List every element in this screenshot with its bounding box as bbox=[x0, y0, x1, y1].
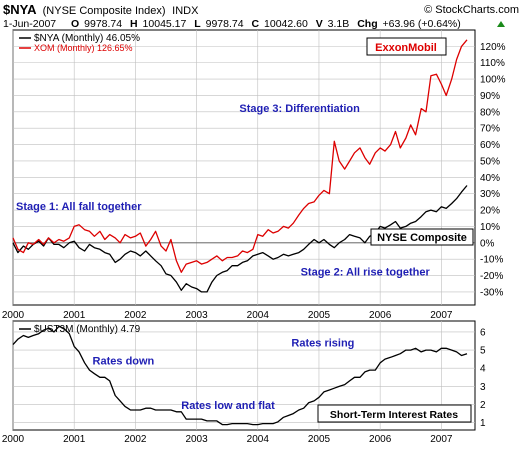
price-y-tick-label: 60% bbox=[480, 140, 500, 151]
quote-close-value: 10042.60 bbox=[264, 18, 308, 30]
price-y-tick-label: 80% bbox=[480, 107, 500, 118]
symbol: $NYA bbox=[3, 2, 37, 17]
price-panel-plot: -30% -20% -10% 0% 10% 20% 30% 40% 50% 60% 70% 80% 90… bbox=[2, 30, 506, 321]
quote-high-label: H bbox=[130, 18, 138, 30]
legend-ust3m: $UST3M (Monthly) 4.79 bbox=[34, 324, 141, 335]
rates-x-tick-label: 2001 bbox=[63, 434, 86, 445]
chart-header: $NYA (NYSE Composite Index) INDX © Stock… bbox=[3, 2, 519, 30]
rates-x-tick-label: 2004 bbox=[247, 434, 270, 445]
quote-volume-label: V bbox=[316, 18, 323, 30]
rates-panel-plot: 1 2 3 4 5 6 2000 2001 2002 2003 2004 2005 2006 2007 Ra… bbox=[2, 321, 486, 445]
rates-x-tick-label: 2007 bbox=[430, 434, 453, 445]
rates-annotation: Rates low and flat bbox=[181, 400, 275, 412]
svg-text:$NYA (NYSE Composite Ind: $NYA (NYSE Composite Index) INDX bbox=[3, 2, 199, 17]
short-term-rates-label: Short-Term Interest Rates bbox=[330, 409, 458, 421]
price-x-tick-label: 2003 bbox=[185, 310, 208, 321]
price-y-tick-label: -20% bbox=[480, 271, 503, 282]
rates-annotation: Rates down bbox=[93, 356, 155, 368]
price-x-tick-label: 2002 bbox=[124, 310, 147, 321]
price-y-tick-label: 10% bbox=[480, 222, 500, 233]
credit: © StockCharts.com bbox=[424, 4, 519, 16]
quote-low-value: 9978.74 bbox=[206, 18, 244, 30]
price-y-tick-label: 70% bbox=[480, 124, 500, 135]
rates-x-tick-label: 2002 bbox=[124, 434, 147, 445]
exxonmobil-label-box: ExxonMobil bbox=[366, 37, 447, 56]
rates-y-tick-label: 6 bbox=[480, 327, 486, 338]
price-y-tick-label: 90% bbox=[480, 91, 500, 102]
price-y-tick-label: 30% bbox=[480, 189, 500, 200]
rates-y-tick-label: 1 bbox=[480, 418, 486, 429]
price-x-tick-label: 2007 bbox=[430, 310, 453, 321]
series-line-ust3m bbox=[12, 325, 468, 426]
quote-change-label: Chg bbox=[357, 18, 377, 30]
short-term-rates-label-box: Short-Term Interest Rates bbox=[317, 404, 472, 423]
rates-x-tick-label: 2005 bbox=[308, 434, 331, 445]
price-y-tick-label: 50% bbox=[480, 156, 500, 167]
price-x-tick-label: 2001 bbox=[63, 310, 86, 321]
quote-volume-value: 3.1B bbox=[328, 18, 350, 30]
series-line-xom bbox=[12, 39, 468, 273]
price-x-tick-label: 2005 bbox=[308, 310, 331, 321]
series-line-nya bbox=[12, 185, 468, 293]
price-y-tick-label: -10% bbox=[480, 255, 503, 266]
rates-x-tick-label: 2006 bbox=[369, 434, 392, 445]
price-annotation: Stage 3: Differentiation bbox=[239, 103, 360, 115]
quote-close-label: C bbox=[252, 18, 260, 30]
price-legend: $NYA (Monthly) 46.05% XOM (Monthly) 126.… bbox=[19, 33, 140, 53]
nyse-composite-label: NYSE Composite bbox=[377, 232, 467, 244]
price-annotation: Stage 2: All rise together bbox=[301, 267, 431, 279]
exchange: INDX bbox=[172, 5, 199, 17]
rates-y-tick-label: 4 bbox=[480, 364, 486, 375]
price-x-tick-label: 2000 bbox=[2, 310, 25, 321]
legend-xom: XOM (Monthly) 126.65% bbox=[34, 43, 133, 53]
price-y-tick-label: 20% bbox=[480, 206, 500, 217]
rates-y-tick-label: 3 bbox=[480, 382, 486, 393]
quote-open-value: 9978.74 bbox=[84, 18, 122, 30]
price-x-tick-label: 2006 bbox=[369, 310, 392, 321]
price-annotation: Stage 1: All fall together bbox=[16, 201, 142, 213]
quote-date: 1-Jun-2007 bbox=[3, 18, 56, 30]
price-y-tick-label: -30% bbox=[480, 287, 503, 298]
rates-y-tick-label: 2 bbox=[480, 400, 486, 411]
price-x-tick-label: 2004 bbox=[247, 310, 270, 321]
rates-y-tick-label: 5 bbox=[480, 346, 486, 357]
nyse-composite-label-box: NYSE Composite bbox=[370, 228, 474, 246]
price-y-tick-label: 0% bbox=[480, 238, 495, 249]
quote-low-label: L bbox=[194, 18, 201, 30]
index-name: (NYSE Composite Index) bbox=[43, 5, 166, 17]
rates-annotation: Rates rising bbox=[291, 337, 354, 349]
rates-x-tick-label: 2003 bbox=[185, 434, 208, 445]
price-y-tick-label: 110% bbox=[480, 58, 505, 69]
price-panel bbox=[12, 29, 476, 306]
up-arrow-icon bbox=[497, 21, 505, 27]
quote-open-label: O bbox=[71, 18, 79, 30]
quote-change-value: +63.96 (+0.64%) bbox=[383, 18, 461, 30]
price-y-tick-label: 40% bbox=[480, 173, 500, 184]
legend-nya: $NYA (Monthly) 46.05% bbox=[34, 33, 140, 44]
price-y-tick-label: 120% bbox=[480, 42, 506, 53]
rates-x-tick-label: 2000 bbox=[2, 434, 25, 445]
price-y-tick-label: 100% bbox=[480, 75, 506, 86]
rates-legend: $UST3M (Monthly) 4.79 bbox=[19, 324, 141, 335]
exxonmobil-label: ExxonMobil bbox=[375, 42, 437, 54]
quote-high-value: 10045.17 bbox=[143, 18, 187, 30]
svg-text:1-Jun-2007 O 9978.: 1-Jun-2007 O 9978.74 H 10045.17 L 9978.7… bbox=[3, 18, 461, 30]
